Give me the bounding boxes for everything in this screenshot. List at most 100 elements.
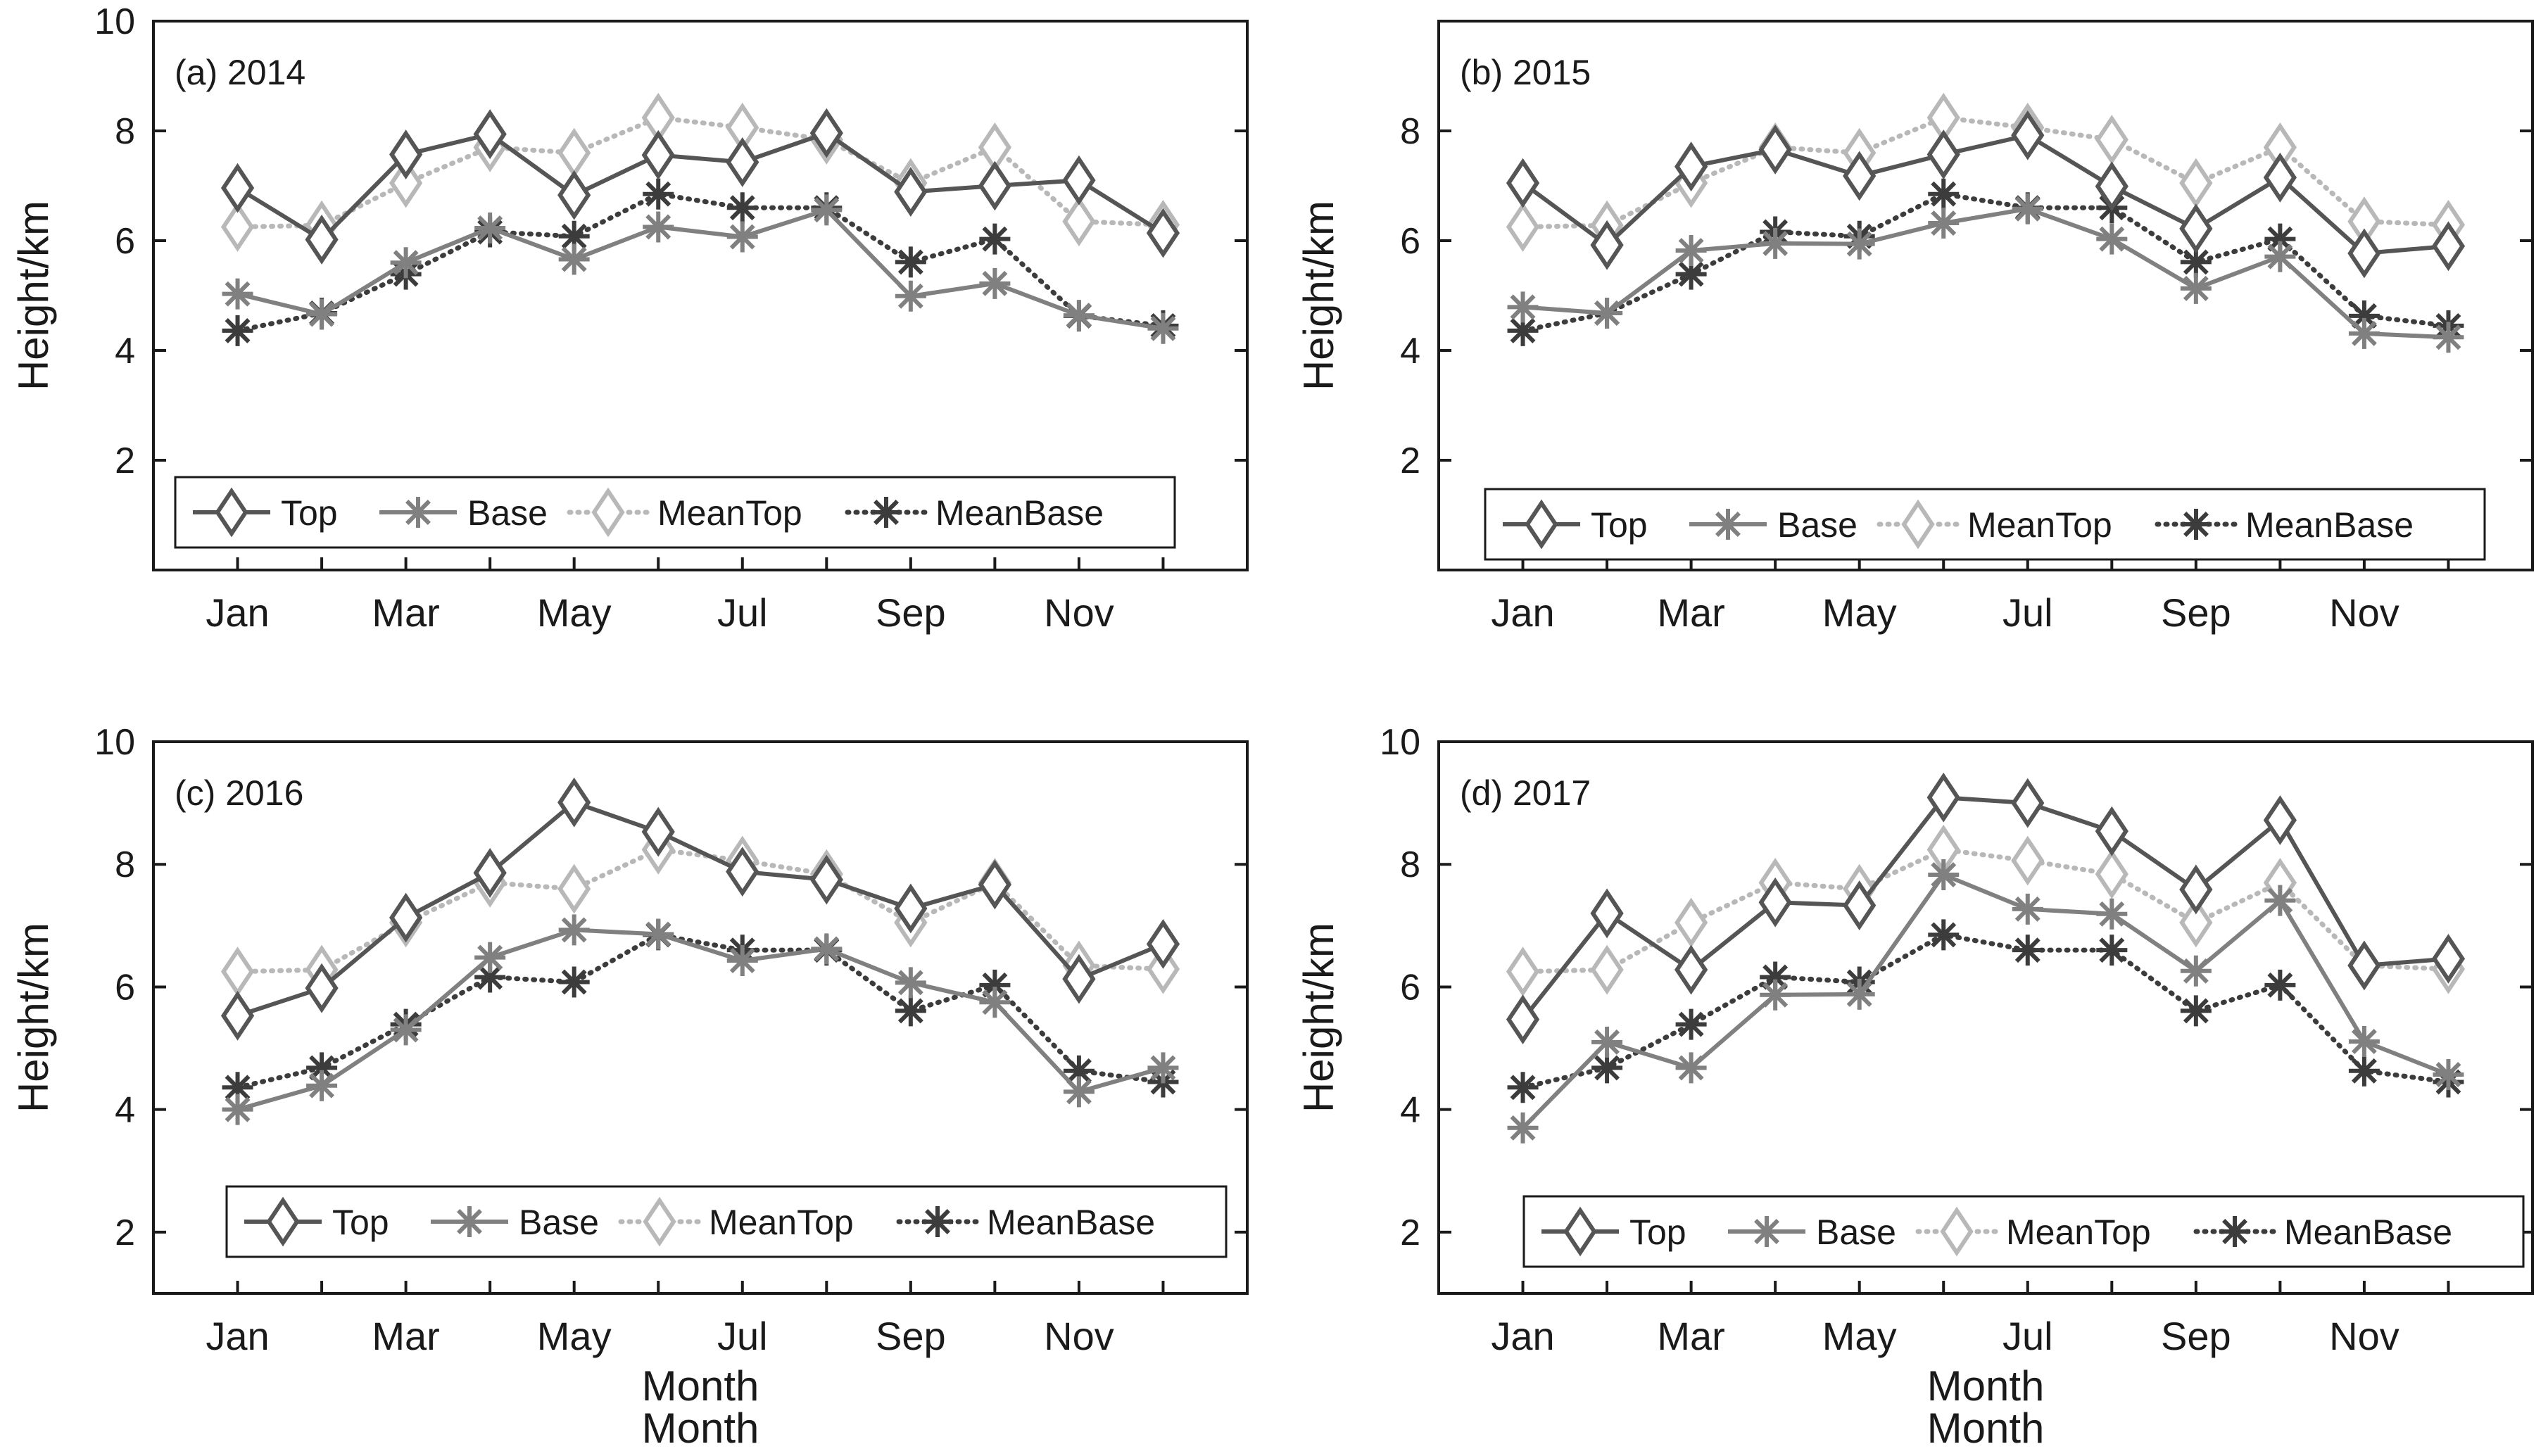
series-line-meantop bbox=[235, 115, 1166, 229]
data-point-base-stroke-4 bbox=[645, 214, 671, 240]
data-point-base-stroke-4 bbox=[1678, 238, 1704, 264]
data-point-top bbox=[1926, 772, 1960, 823]
series-line-base bbox=[236, 208, 1163, 331]
data-point-top bbox=[2179, 864, 2213, 915]
data-point-base bbox=[1760, 227, 1791, 259]
series-line-meanbase bbox=[1520, 932, 2451, 1090]
data-point-meanbase-stroke-4 bbox=[1510, 1075, 1536, 1101]
data-point-base-stroke-4 bbox=[561, 246, 587, 272]
series-line-top bbox=[1521, 795, 2449, 1021]
data-point-base bbox=[2433, 322, 2464, 353]
data-point-base-stroke-4 bbox=[2099, 226, 2125, 252]
data-point-base bbox=[306, 298, 338, 330]
legend-label: Top bbox=[1629, 1213, 1686, 1252]
series-line-meantop bbox=[1520, 847, 2451, 975]
y-tick-label: 2 bbox=[115, 1213, 135, 1253]
data-point-meanbase-stroke-4 bbox=[1931, 922, 1957, 948]
data-point-meanbase-stroke-4 bbox=[897, 249, 923, 275]
data-point-meanbase-stroke-4 bbox=[225, 317, 251, 343]
data-point-base bbox=[390, 247, 422, 279]
y-tick-label: 8 bbox=[1400, 111, 1420, 152]
data-point-top bbox=[1675, 141, 1708, 192]
data-point-top bbox=[726, 137, 759, 187]
series-line-base bbox=[236, 928, 1164, 1112]
data-point-base bbox=[558, 914, 590, 946]
x-tick-label: Nov bbox=[2329, 590, 2399, 635]
x-tick-label: Jul bbox=[717, 1314, 768, 1358]
data-point-top bbox=[2347, 940, 2381, 991]
legend-swatch-marker-stroke-4 bbox=[1754, 1219, 1779, 1244]
y-axis-title: Height/km bbox=[1295, 201, 1342, 391]
data-point-meanbase-stroke-4 bbox=[2183, 249, 2209, 275]
plot-frame bbox=[152, 20, 1249, 571]
data-point-base-stroke-4 bbox=[1150, 315, 1176, 341]
data-point-base-stroke-4 bbox=[1931, 862, 1957, 887]
data-point-base bbox=[1507, 291, 1539, 323]
data-point-base bbox=[895, 967, 926, 999]
legend: Top Base MeanTop MeanBase bbox=[1484, 488, 2486, 561]
x-axis-title: Month bbox=[642, 1362, 759, 1410]
legend-label: MeanTop bbox=[1967, 505, 2112, 545]
legend-label: Base bbox=[1816, 1213, 1896, 1252]
series-line-meantop bbox=[235, 847, 1166, 975]
data-point-base bbox=[811, 933, 843, 965]
data-point-base-stroke-4 bbox=[2267, 887, 2293, 913]
data-point-base bbox=[895, 280, 926, 312]
data-point-base bbox=[1591, 1026, 1623, 1058]
data-point-base-stroke-4 bbox=[1846, 231, 1872, 257]
data-point-base-stroke-4 bbox=[2435, 324, 2461, 350]
data-point-meanbase-stroke-4 bbox=[2014, 937, 2041, 963]
data-point-top bbox=[1843, 880, 1877, 930]
data-point-top bbox=[1146, 208, 1180, 258]
data-point-base-stroke-4 bbox=[1510, 294, 1536, 320]
data-point-meanbase bbox=[1507, 1072, 1539, 1103]
y-tick-label: 8 bbox=[115, 111, 135, 152]
legend-swatch-marker-stroke-4 bbox=[457, 1209, 482, 1234]
data-point-meantop bbox=[220, 202, 255, 252]
legend-swatch-marker bbox=[1563, 1206, 1597, 1257]
legend-item-meantop: MeanTop bbox=[567, 487, 802, 538]
data-point-base-stroke-4 bbox=[814, 197, 840, 223]
x-tick-label: Sep bbox=[876, 590, 946, 635]
data-point-top bbox=[2431, 221, 2466, 272]
data-point-base-stroke-4 bbox=[2014, 196, 2041, 222]
x-tick-label: Jan bbox=[206, 1314, 269, 1358]
data-point-base bbox=[643, 918, 674, 950]
data-point-top bbox=[2263, 152, 2297, 203]
data-point-meanbase-stroke-4 bbox=[561, 969, 587, 995]
x-tick-label: Nov bbox=[1044, 1314, 1114, 1358]
plot-frame bbox=[152, 740, 1249, 1295]
x-tick-label: Mar bbox=[1657, 590, 1724, 635]
data-point-base-stroke-4 bbox=[477, 215, 503, 241]
data-point-base bbox=[306, 1070, 338, 1101]
x-axis-title: Month bbox=[1927, 1362, 2045, 1410]
series-line-base bbox=[1522, 206, 2449, 340]
legend-swatch-marker bbox=[454, 1206, 485, 1237]
x-tick-label: Sep bbox=[2161, 1314, 2231, 1358]
legend-label: MeanTop bbox=[2006, 1213, 2151, 1252]
data-point-top bbox=[641, 806, 675, 857]
data-point-top bbox=[473, 848, 507, 898]
data-point-base bbox=[222, 278, 253, 310]
series-top bbox=[220, 777, 1180, 1041]
legend-item-top: Top bbox=[1503, 499, 1648, 550]
data-point-base-stroke-4 bbox=[1678, 1055, 1704, 1081]
data-point-base-stroke-4 bbox=[1762, 230, 1789, 256]
data-point-top bbox=[1590, 220, 1624, 270]
legend-item-meantop: MeanTop bbox=[1915, 1206, 2151, 1257]
data-point-top bbox=[809, 854, 843, 905]
data-point-top bbox=[1062, 954, 1096, 1004]
data-point-meantop bbox=[2179, 897, 2213, 948]
data-point-base bbox=[1760, 979, 1791, 1011]
legend-swatch-marker-stroke-4 bbox=[1715, 512, 1741, 537]
data-point-base bbox=[474, 213, 506, 244]
data-point-top bbox=[305, 963, 339, 1013]
series-line-meanbase bbox=[1520, 191, 2451, 334]
data-point-top bbox=[1062, 155, 1096, 205]
x-tick-label: Mar bbox=[1657, 1314, 1724, 1358]
legend: Top Base MeanTop MeanBase bbox=[1522, 1195, 2525, 1268]
data-point-base bbox=[979, 987, 1011, 1018]
data-point-meantop bbox=[1506, 202, 1540, 252]
data-point-base bbox=[979, 267, 1011, 299]
data-point-base-stroke-4 bbox=[645, 921, 671, 947]
